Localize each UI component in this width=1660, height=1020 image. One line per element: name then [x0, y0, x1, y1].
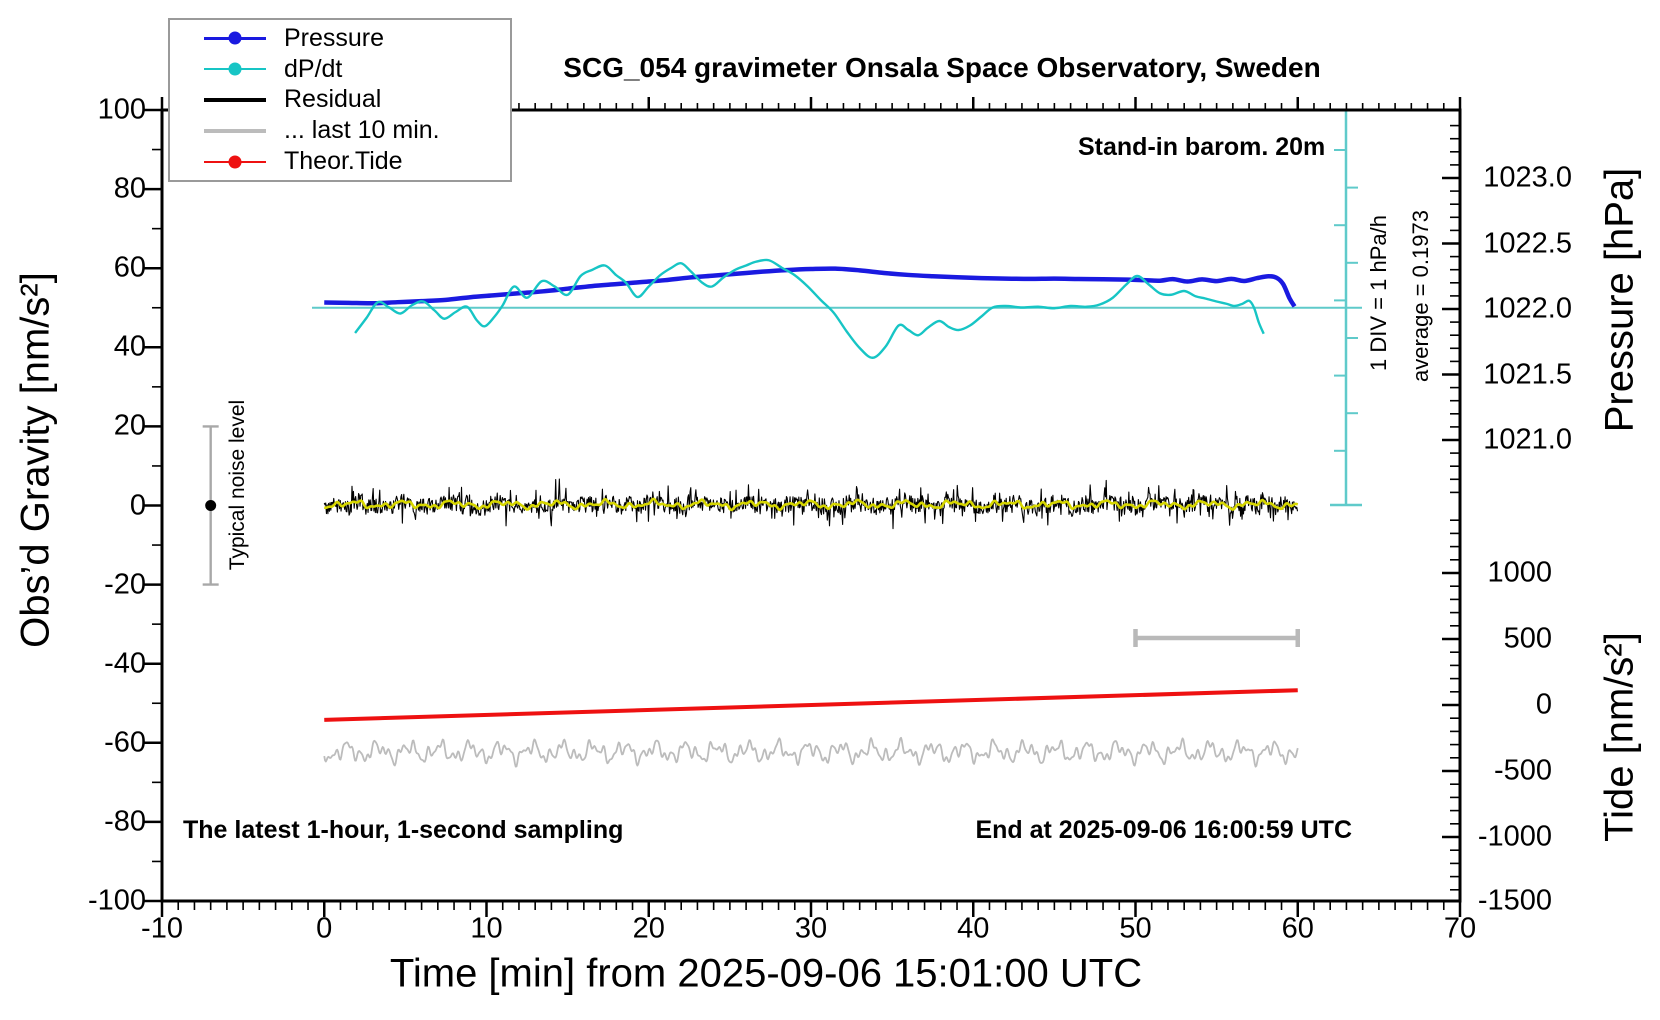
- legend-label: Theor.Tide: [284, 147, 403, 176]
- legend: Pressure dP/dt Residual... last 10 min. The…: [168, 18, 512, 182]
- legend-line-sample: [204, 62, 266, 76]
- legend-line-sample: [204, 155, 266, 169]
- legend-label: dP/dt: [284, 54, 343, 83]
- legend-marker-dot: [228, 155, 242, 169]
- legend-line-sample: [204, 97, 266, 103]
- legend-label: Residual: [284, 85, 382, 114]
- legend-line-sample: [204, 31, 266, 45]
- legend-label: ... last 10 min.: [284, 116, 440, 145]
- legend-item-dp-dt: dP/dt: [170, 55, 510, 84]
- legend-item-residual: Residual: [170, 85, 510, 114]
- legend-marker-dot: [228, 62, 242, 76]
- legend-line-sample: [204, 128, 266, 133]
- legend-item--last-10-min-: ... last 10 min.: [170, 116, 510, 145]
- legend-marker-dot: [228, 31, 242, 45]
- legend-item-theor-tide: Theor.Tide: [170, 147, 510, 176]
- legend-label: Pressure: [284, 23, 385, 52]
- legend-item-pressure: Pressure: [170, 24, 510, 53]
